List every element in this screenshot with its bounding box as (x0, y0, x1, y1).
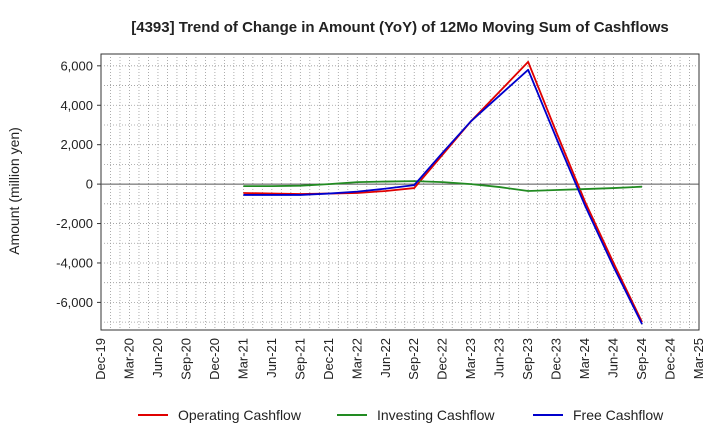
x-tick-label: Sep-23 (520, 338, 535, 380)
x-tick-label: Dec-22 (435, 338, 450, 380)
y-tick-label: -6,000 (56, 295, 93, 310)
x-tick-label: Dec-23 (549, 338, 564, 380)
x-tick-label: Dec-19 (93, 338, 108, 380)
y-tick-label: -4,000 (56, 255, 93, 270)
y-tick-label: 6,000 (60, 58, 93, 73)
investing-cashflow-legend-label: Investing Cashflow (377, 407, 495, 423)
chart-title: [4393] Trend of Change in Amount (YoY) o… (131, 19, 669, 36)
x-tick-label: Jun-21 (264, 338, 279, 378)
x-tick-label: Sep-24 (634, 338, 649, 380)
x-tick-label: Dec-21 (321, 338, 336, 380)
x-tick-label: Mar-20 (121, 338, 136, 379)
x-tick-label: Jun-20 (150, 338, 165, 378)
series-lines (243, 60, 643, 325)
y-tick-label: 2,000 (60, 137, 93, 152)
x-tick-label: Jun-24 (606, 338, 621, 378)
x-tick-label: Jun-23 (492, 338, 507, 378)
grid (100, 53, 700, 331)
x-tick-label: Mar-21 (235, 338, 250, 379)
operating-cashflow-legend-label: Operating Cashflow (178, 407, 302, 423)
free-cashflow-line (243, 68, 643, 325)
x-tick-label: Sep-21 (292, 338, 307, 380)
x-tick-label: Mar-25 (691, 338, 706, 379)
x-tick-label: Mar-24 (577, 338, 592, 379)
x-tick-label: Sep-20 (178, 338, 193, 380)
y-tick-label: 4,000 (60, 98, 93, 113)
axes: Dec-19 Mar-20 Jun-20 Sep-20 Dec-20 Mar-21 Jun-… (56, 58, 706, 380)
x-tick-label: Mar-23 (463, 338, 478, 379)
x-tick-label: Sep-22 (406, 338, 421, 380)
y-axis-label: Amount (million yen) (6, 127, 22, 255)
plot-area (100, 53, 700, 331)
y-tick-label: -2,000 (56, 216, 93, 231)
investing-cashflow-line (243, 180, 643, 192)
x-tick-label: Mar-22 (349, 338, 364, 379)
y-tick-label: 0 (86, 177, 93, 192)
legend: Operating Cashflow Investing Cashflow Free… (138, 407, 664, 423)
x-tick-label: Jun-22 (378, 338, 393, 378)
x-tick-label: Dec-20 (207, 338, 222, 380)
free-cashflow-legend-label: Free Cashflow (573, 407, 664, 423)
x-tick-label: Dec-24 (663, 338, 678, 380)
